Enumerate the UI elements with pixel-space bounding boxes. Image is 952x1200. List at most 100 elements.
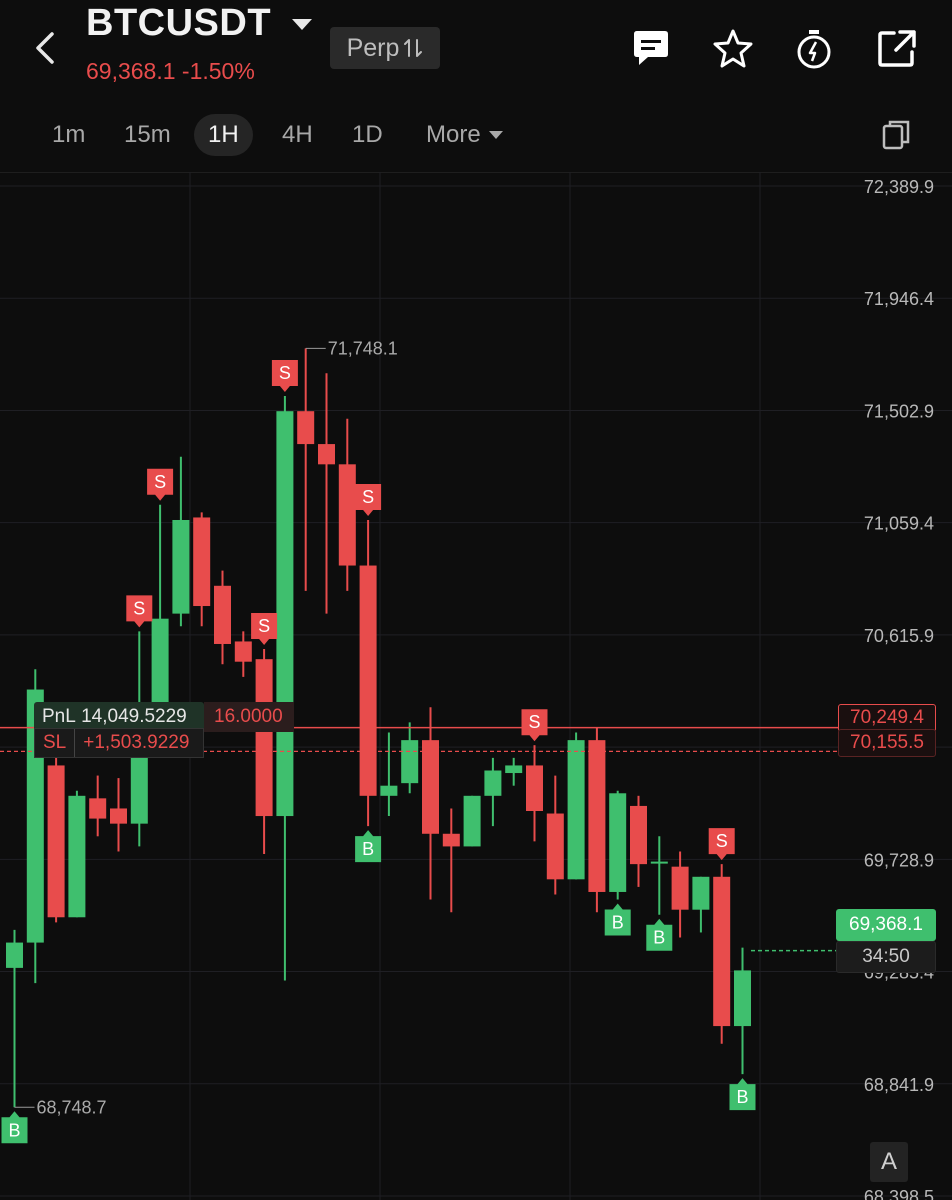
candle-body [276,411,294,817]
candle-body [6,942,23,968]
tf-1d[interactable]: 1D [352,121,383,148]
signal-marker-shape [729,1078,756,1111]
y-axis-tick-label: 71,502.9 [864,401,934,421]
sell-signal-marker: S [708,828,735,861]
candle-countdown: 34:50 [836,941,936,973]
low-price-annotation: 68,748.7 [37,1097,107,1117]
candle-body [526,765,543,811]
sl-box[interactable]: SL +1,503.9229 [34,728,204,758]
signal-marker-shape [355,483,382,516]
signal-marker-shape [126,595,153,628]
pair-title[interactable]: BTCUSDT [86,2,272,44]
candle-body [172,519,190,614]
last-price: 69,368.1 [86,58,176,84]
buy-signal-marker: B [646,918,673,951]
candle-body [692,876,710,910]
tf-1h[interactable]: 1H [194,114,253,156]
chat-icon[interactable] [630,28,672,70]
perp-toggle[interactable]: Perp [330,27,440,69]
timer-icon[interactable] [793,28,835,70]
sl-price-tag[interactable]: 70,155.5 [838,729,936,757]
copy-icon[interactable] [880,118,912,152]
caret-down-icon [488,131,503,139]
sl-label: SL [35,729,76,757]
signal-marker-shape [604,903,631,936]
signal-marker-shape [251,613,278,646]
candle-body [630,805,647,865]
y-axis-tick-label: 68,841.9 [864,1075,934,1095]
high-price-annotation: 71,748.1 [328,338,398,358]
divider [0,172,952,173]
y-axis-tick-label: 69,728.9 [864,850,934,870]
pnl-value: 14,049.5229 [81,706,187,727]
candle-body [318,444,335,465]
pnl-label: PnL [42,706,76,727]
signal-marker-letter: S [362,487,374,507]
candle-body [234,641,252,662]
tf-more-label: More [426,121,481,148]
candle-body [442,833,460,847]
candle-body [567,740,585,880]
candle-body [68,795,86,918]
candle-body [671,866,689,910]
y-axis-tick-label: 71,946.4 [864,289,934,309]
tf-15m[interactable]: 15m [124,121,171,148]
y-axis-tick-label: 71,059.4 [864,514,934,534]
signal-marker-shape [355,830,382,863]
buy-signal-marker: B [355,830,382,863]
signal-marker-shape [521,709,548,742]
buy-signal-marker: B [604,903,631,936]
signal-marker-shape [646,918,673,951]
candle-body [422,740,439,834]
signal-marker-letter: B [736,1087,748,1107]
signal-marker-letter: B [653,928,665,948]
caret-down-icon[interactable] [290,14,314,34]
candle-body [505,765,523,774]
candle-body [47,765,65,918]
candlestick-chart[interactable]: 72,389.9 71,946.4 71,502.9 71,059.4 70,615.9… [0,172,952,1200]
candle-body [338,464,356,566]
candle-body [401,740,419,784]
signal-marker-letter: B [8,1120,20,1140]
entry-price-tag[interactable]: 70,249.4 [838,704,936,732]
candle-body [650,861,668,864]
candle-body [359,565,377,796]
swap-icon [404,39,423,57]
star-icon[interactable] [712,28,754,70]
candle-body [546,813,564,880]
candle-body [609,793,627,892]
signal-marker-letter: S [528,712,540,732]
share-icon[interactable] [876,28,918,70]
signal-marker-shape [1,1111,28,1144]
tf-more[interactable]: More [412,114,519,156]
pnl-box[interactable]: PnL 14,049.5229 [34,702,204,732]
tf-1m[interactable]: 1m [52,121,86,148]
sell-signal-marker: S [251,613,278,646]
sell-signal-marker: S [147,468,174,501]
buy-signal-marker: B [1,1111,28,1144]
back-icon[interactable] [28,26,68,70]
chart-header: BTCUSDT 69,368.1 -1.50% Perp [0,0,952,100]
signal-marker-letter: S [279,363,291,383]
position-qty[interactable]: 16.0000 [204,702,294,732]
candle-body [151,618,169,713]
signal-marker-shape [271,360,298,393]
candle-body [380,785,398,796]
signal-marker-letter: B [612,913,624,933]
last-price-tag: 69,368.1 [836,909,936,941]
tf-4h[interactable]: 4H [282,121,313,148]
candle-body [214,585,231,644]
sl-value: +1,503.9229 [83,732,190,753]
signal-marker-shape [708,828,735,861]
candle-body [734,970,751,1027]
candle-body [588,740,606,892]
sell-signal-marker: S [521,709,548,742]
y-axis-tick-label: 70,615.9 [864,626,934,646]
change-percent: -1.50% [181,58,255,84]
y-axis-tick-label: 72,389.9 [864,177,934,197]
y-axis-tick-label: 68,398.5 [864,1187,934,1200]
perp-label: Perp [346,33,400,62]
auto-scale-button[interactable]: A [870,1142,908,1182]
candle-body [463,795,481,847]
timeframe-bar: 1m 15m 1H 4H 1D More [0,108,952,162]
